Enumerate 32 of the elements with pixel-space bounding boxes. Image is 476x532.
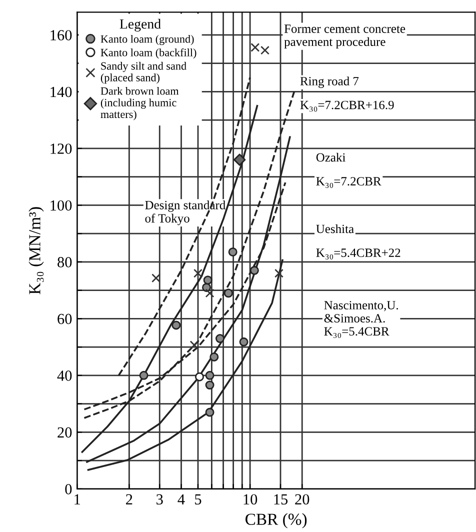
legend-label: Kanto loam (ground) bbox=[100, 34, 194, 46]
y-tick-label: 20 bbox=[58, 427, 72, 438]
x-tick-label: 15 bbox=[274, 494, 288, 505]
annotation: K₃₀=5.4CBR+22 bbox=[316, 248, 400, 260]
legend-label: Sandy silt and sand (placed sand) bbox=[100, 62, 186, 84]
x-tick-label: 3 bbox=[156, 494, 163, 505]
x-tick-label: 4 bbox=[178, 494, 185, 504]
annotation: Nascimento,U. &Simoes.A. K₃₀=5.4CBR bbox=[324, 301, 398, 338]
legend-label: Dark brown loam (including humic matters) bbox=[100, 86, 179, 120]
y-tick-label: 80 bbox=[58, 257, 72, 268]
y-tick-label: 60 bbox=[58, 314, 72, 324]
annotation: Former cement concrete pavement procedure bbox=[284, 24, 406, 49]
y-axis-title: K₃₀ (MN/m³) bbox=[28, 207, 44, 294]
y-tick-label: 0 bbox=[65, 484, 72, 494]
y-tick-label: 100 bbox=[50, 200, 72, 211]
x-tick-label: 20 bbox=[295, 494, 310, 505]
y-tick-label: 160 bbox=[50, 30, 72, 40]
annotation: K₃₀=7.2CBR+16.9 bbox=[300, 100, 394, 112]
annotation: Ring road 7 bbox=[300, 76, 359, 88]
y-tick-label: 40 bbox=[57, 370, 72, 381]
legend-label: Kanto loam (backfill) bbox=[100, 48, 196, 59]
annotation: Ueshita bbox=[316, 224, 354, 234]
x-tick-label: 1 bbox=[74, 494, 80, 504]
x-tick-label: 2 bbox=[126, 494, 132, 504]
y-tick-label: 120 bbox=[50, 144, 72, 154]
x-axis-title: CBR (%) bbox=[246, 513, 307, 528]
legend-title: Legend bbox=[120, 18, 161, 32]
annotation: K₃₀=7.2CBR bbox=[316, 177, 382, 188]
x-tick-label: 5 bbox=[195, 494, 202, 505]
x-tick-label: 10 bbox=[244, 494, 258, 505]
annotation: Ozaki bbox=[316, 152, 346, 162]
y-tick-label: 140 bbox=[50, 86, 72, 98]
